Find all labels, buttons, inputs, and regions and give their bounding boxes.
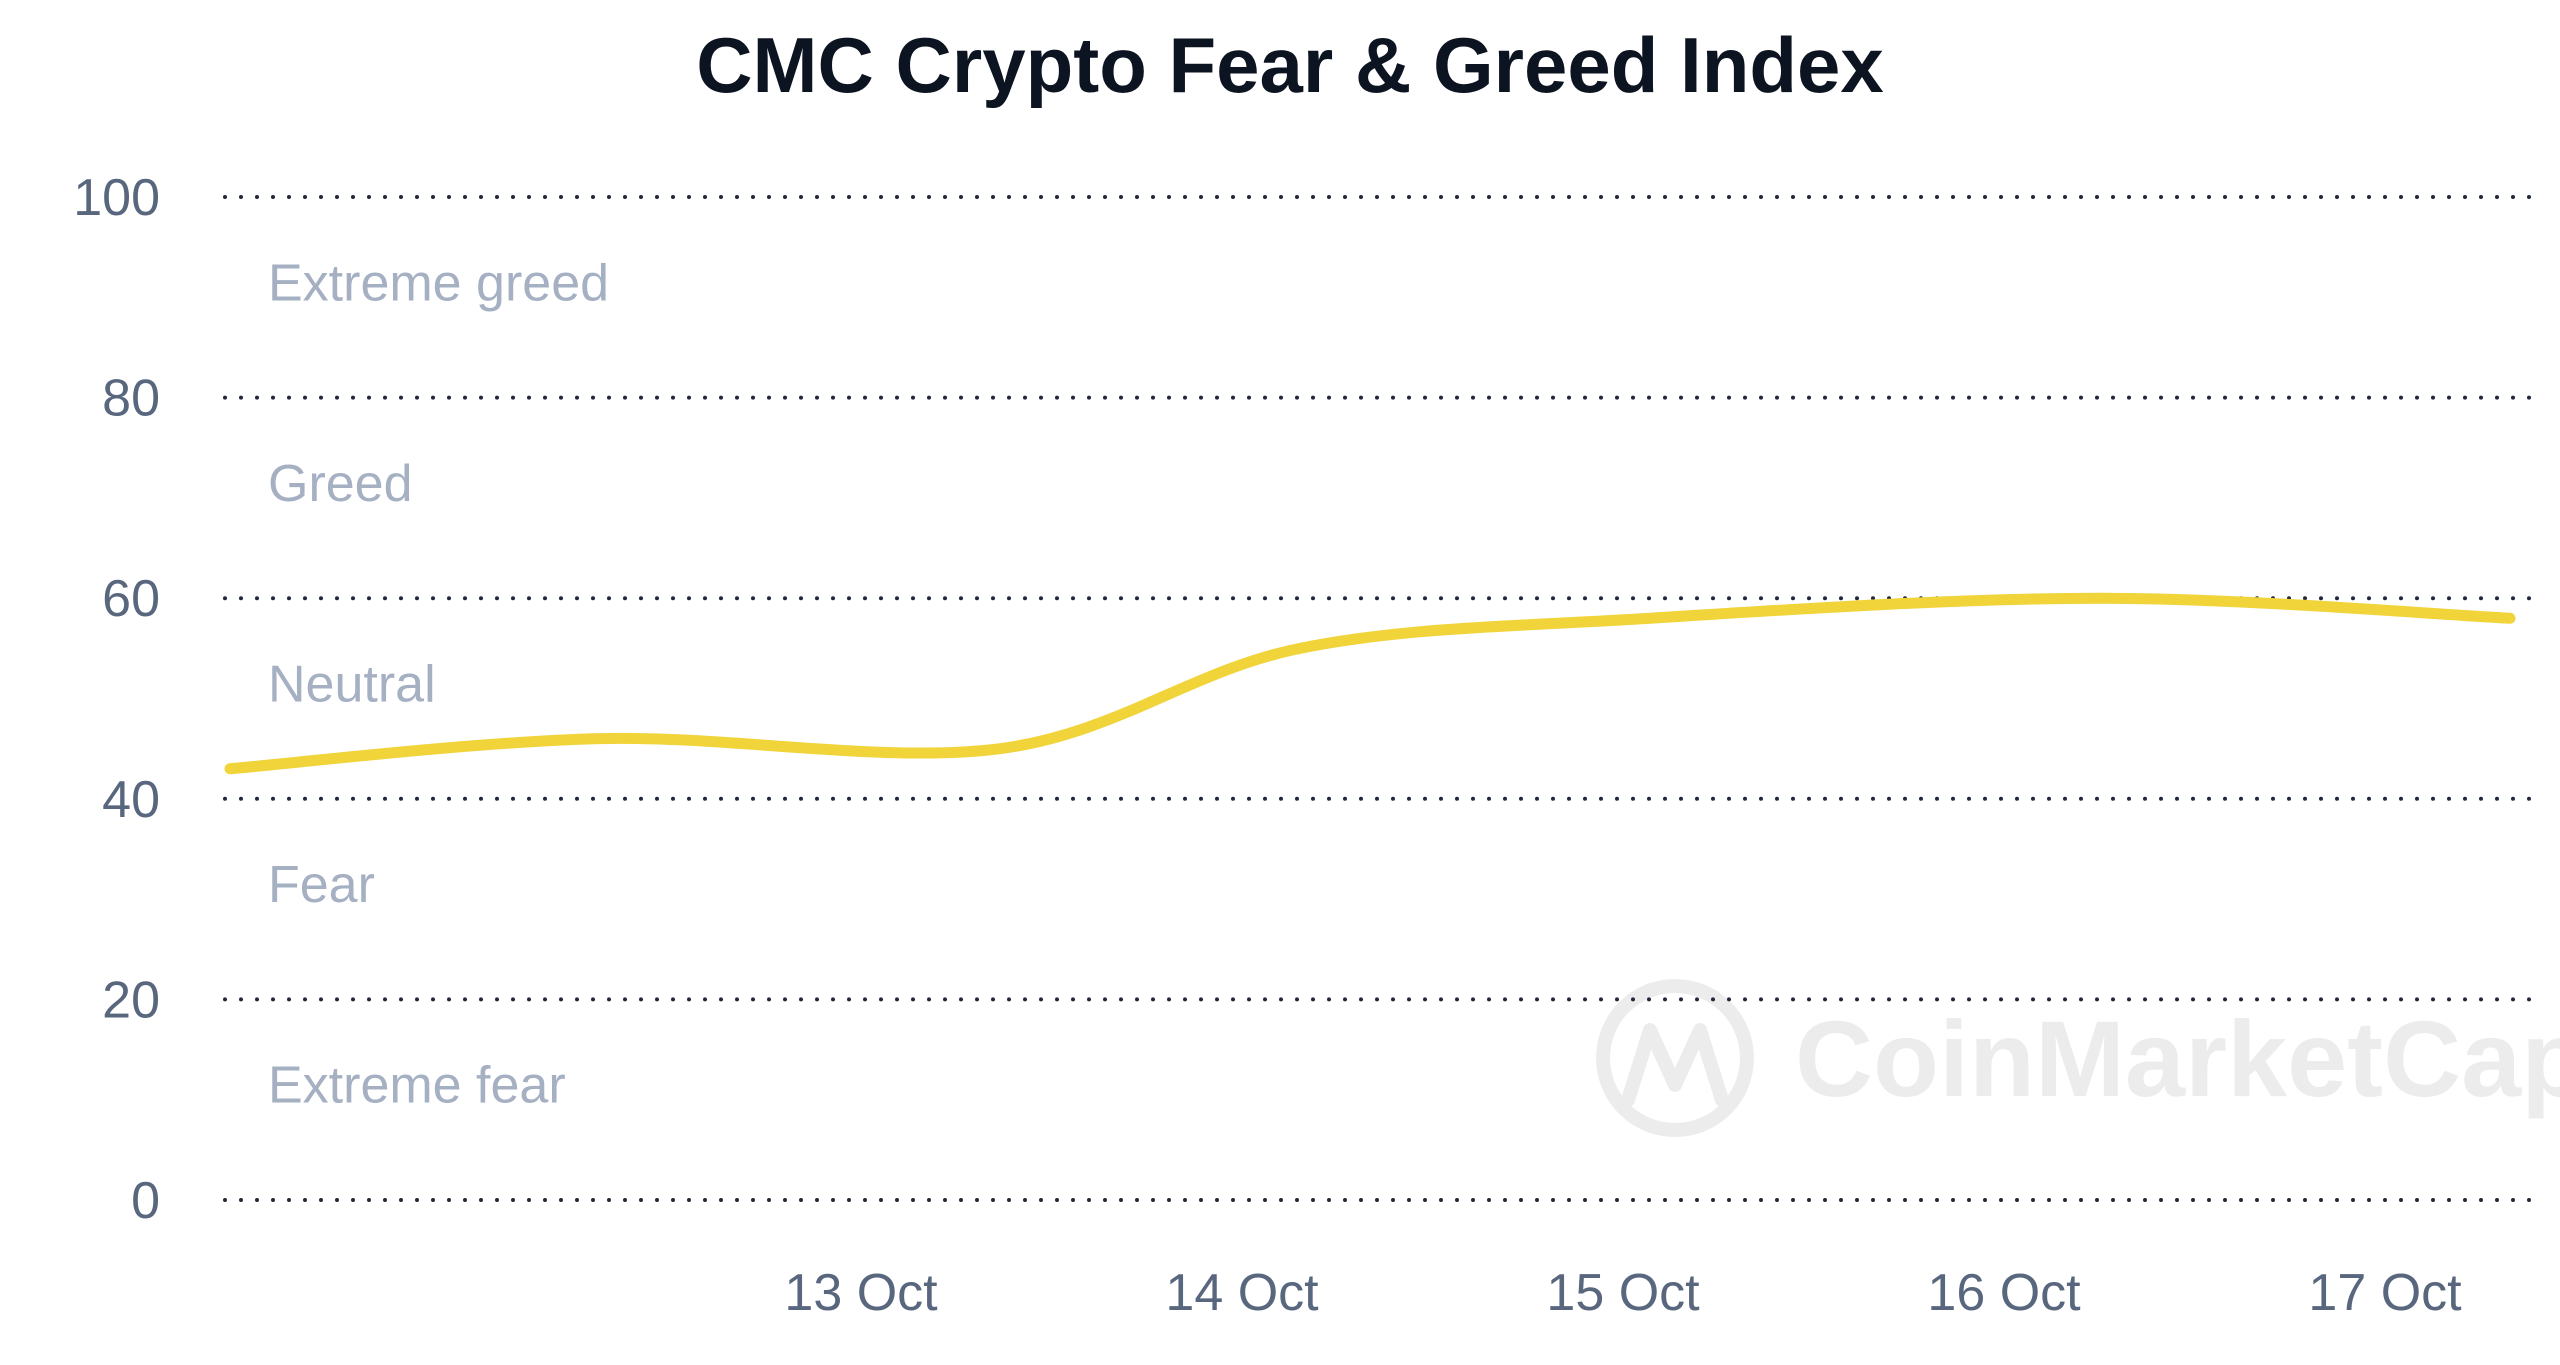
x-tick-label: 16 Oct [1927, 1264, 2081, 1322]
watermark-text: CoinMarketCap [1795, 998, 2560, 1119]
y-tick-label: 40 [102, 771, 160, 829]
y-tick-label: 100 [73, 169, 160, 227]
series-layer [224, 592, 2516, 775]
grid-layer [223, 195, 2532, 1202]
coinmarketcap-logo-icon [1596, 979, 1754, 1137]
zone-label: Neutral [268, 655, 436, 713]
watermark: CoinMarketCap [1596, 979, 2560, 1137]
zone-label: Extreme greed [268, 254, 609, 312]
y-axis-ticks: 100 80 60 40 20 0 [73, 169, 160, 1230]
x-tick-label: 14 Oct [1165, 1264, 1319, 1322]
zone-labels: Extreme greed Greed Neutral Fear Extreme fea… [268, 254, 609, 1114]
y-tick-label: 20 [102, 971, 160, 1029]
x-tick-label: 13 Oct [784, 1264, 938, 1322]
zone-label: Greed [268, 455, 413, 513]
zone-label: Fear [268, 856, 375, 914]
x-tick-label: 17 Oct [2308, 1264, 2462, 1322]
zone-label: Extreme fear [268, 1057, 566, 1115]
y-tick-label: 0 [131, 1172, 160, 1230]
chart-title: CMC Crypto Fear & Greed Index [696, 21, 1884, 109]
series-line [224, 592, 2516, 775]
x-tick-label: 15 Oct [1546, 1264, 1700, 1322]
y-tick-label: 60 [102, 570, 160, 628]
y-tick-label: 80 [102, 370, 160, 428]
